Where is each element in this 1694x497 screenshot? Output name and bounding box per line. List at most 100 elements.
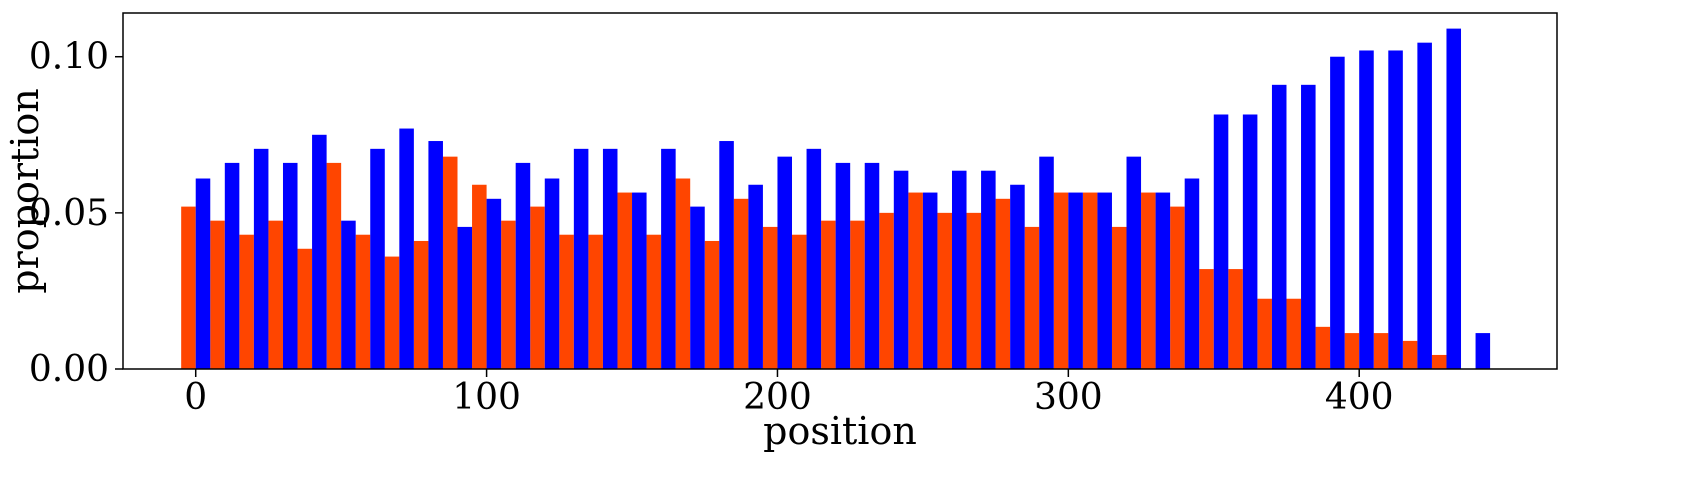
bar-series-2-x-280 <box>1010 184 1025 369</box>
bar-series-1-x-170 <box>675 178 691 369</box>
bar-series-1-x-390 <box>1315 326 1331 369</box>
bar-series-2-x-100 <box>486 198 502 369</box>
plot-frame <box>122 12 1558 370</box>
y-axis-label: proportion <box>3 88 47 294</box>
ticks-layer: 0 100 200 300 400 0.00 0.05 0.10 <box>29 37 1394 418</box>
bar-series-2-x-200 <box>777 156 793 369</box>
bar-series-2-x-360 <box>1242 114 1258 369</box>
bar-series-2-x-50 <box>341 220 356 369</box>
bar-series-1-x-140 <box>588 234 603 369</box>
bar-series-2-x-300 <box>1068 192 1083 369</box>
x-tick-label: 100 <box>452 377 521 418</box>
bar-series-1-x-50 <box>326 162 342 369</box>
bar-series-2-x-430 <box>1446 28 1462 369</box>
y-tick-label: 0.10 <box>29 37 109 78</box>
bar-series-1-x-150 <box>617 192 633 369</box>
bar-series-1-x-240 <box>879 212 894 369</box>
bar-series-2-x-110 <box>515 162 531 369</box>
x-tick-label: 0 <box>184 377 207 418</box>
bar-series-2-x-90 <box>457 226 473 369</box>
bar-series-1-x-400 <box>1344 333 1360 369</box>
y-tick-label: 0.00 <box>29 349 109 390</box>
x-axis-label: position <box>763 409 917 453</box>
bar-series-2-x-270 <box>981 170 996 369</box>
bar-series-1-x-90 <box>442 156 458 369</box>
bar-series-1-x-300 <box>1053 192 1069 369</box>
bar-series-1-x-430 <box>1431 354 1447 369</box>
bar-series-1-x-210 <box>792 234 807 369</box>
bar-series-1-x-120 <box>530 206 545 369</box>
bar-series-2-x-380 <box>1301 84 1316 370</box>
bar-series-2-x-370 <box>1271 84 1287 370</box>
bar-series-1-x-70 <box>384 256 400 369</box>
bar-series-1-x-340 <box>1170 206 1185 369</box>
bar-series-2-x-130 <box>573 148 589 369</box>
bar-series-1-x-80 <box>413 240 429 369</box>
bar-series-2-x-120 <box>544 178 560 369</box>
bar-series-1-x-250 <box>908 192 923 369</box>
bar-series-2-x-260 <box>951 170 967 369</box>
bar-series-2-x-40 <box>312 134 327 369</box>
bar-series-2-x-400 <box>1359 50 1374 369</box>
bar-series-2-x-220 <box>835 162 851 369</box>
bar-series-1-x-320 <box>1111 226 1127 369</box>
bar-series-2-x-240 <box>893 170 909 369</box>
bar-series-1-x-100 <box>472 184 487 369</box>
bar-series-1-x-10 <box>210 220 225 369</box>
bar-series-1-x-350 <box>1199 269 1214 369</box>
bar-series-2-x-170 <box>690 206 705 369</box>
bar-series-1-x-410 <box>1373 333 1389 369</box>
bar-series-2-x-190 <box>748 184 763 369</box>
bar-series-1-x-330 <box>1141 192 1156 369</box>
x-tick-label: 200 <box>743 377 812 418</box>
bar-series-1-x-0 <box>181 206 196 369</box>
bar-series-2-x-290 <box>1039 156 1054 369</box>
bar-series-1-x-40 <box>297 248 313 369</box>
bar-series-2-x-390 <box>1330 56 1345 369</box>
bar-series-2-x-80 <box>428 141 443 369</box>
bar-series-1-x-260 <box>937 212 952 369</box>
bar-series-2-x-330 <box>1155 192 1171 369</box>
bar-series-2-x-30 <box>282 162 298 369</box>
bar-series-1-x-290 <box>1024 226 1040 369</box>
bar-series-1-x-30 <box>268 220 283 369</box>
bar-series-2-x-230 <box>864 162 880 369</box>
bar-series-1-x-270 <box>966 212 982 369</box>
x-tick-label: 400 <box>1325 377 1394 418</box>
bar-series-1-x-370 <box>1257 298 1272 369</box>
bar-series-2-x-420 <box>1417 42 1432 370</box>
bar-series-2-x-160 <box>661 148 676 369</box>
bar-series-2-x-180 <box>719 141 734 369</box>
bar-series-1-x-130 <box>559 234 574 369</box>
bar-series-1-x-190 <box>733 198 749 369</box>
bar-series-1-x-20 <box>239 234 254 369</box>
bar-series-2-x-350 <box>1213 114 1229 369</box>
bar-series-1-x-380 <box>1286 298 1302 369</box>
bar-series-2-x-440 <box>1475 333 1491 369</box>
bar-series-2-x-340 <box>1184 178 1200 369</box>
y-tick-label: 0.05 <box>29 193 109 234</box>
bar-series-2-x-10 <box>224 162 240 369</box>
bar-series-1-x-110 <box>501 220 516 369</box>
bar-series-2-x-250 <box>922 192 938 369</box>
bars-layer <box>181 28 1491 370</box>
bar-series-2-x-70 <box>399 128 414 369</box>
bar-series-1-x-360 <box>1228 269 1243 369</box>
bar-series-1-x-60 <box>355 234 371 369</box>
bar-series-2-x-20 <box>253 148 269 369</box>
bar-series-1-x-230 <box>850 220 865 369</box>
bar-series-2-x-320 <box>1126 156 1142 369</box>
bar-series-2-x-410 <box>1388 50 1403 369</box>
bar-series-2-x-0 <box>195 178 211 369</box>
bar-series-2-x-140 <box>602 148 618 369</box>
bar-series-2-x-210 <box>806 148 822 369</box>
bar-series-2-x-150 <box>632 192 647 369</box>
bar-series-1-x-280 <box>995 198 1011 369</box>
bar-series-1-x-310 <box>1082 192 1098 369</box>
bar-series-1-x-420 <box>1402 340 1418 369</box>
bar-series-2-x-60 <box>370 148 385 369</box>
bar-series-1-x-160 <box>646 234 662 369</box>
bar-series-1-x-220 <box>821 220 836 369</box>
